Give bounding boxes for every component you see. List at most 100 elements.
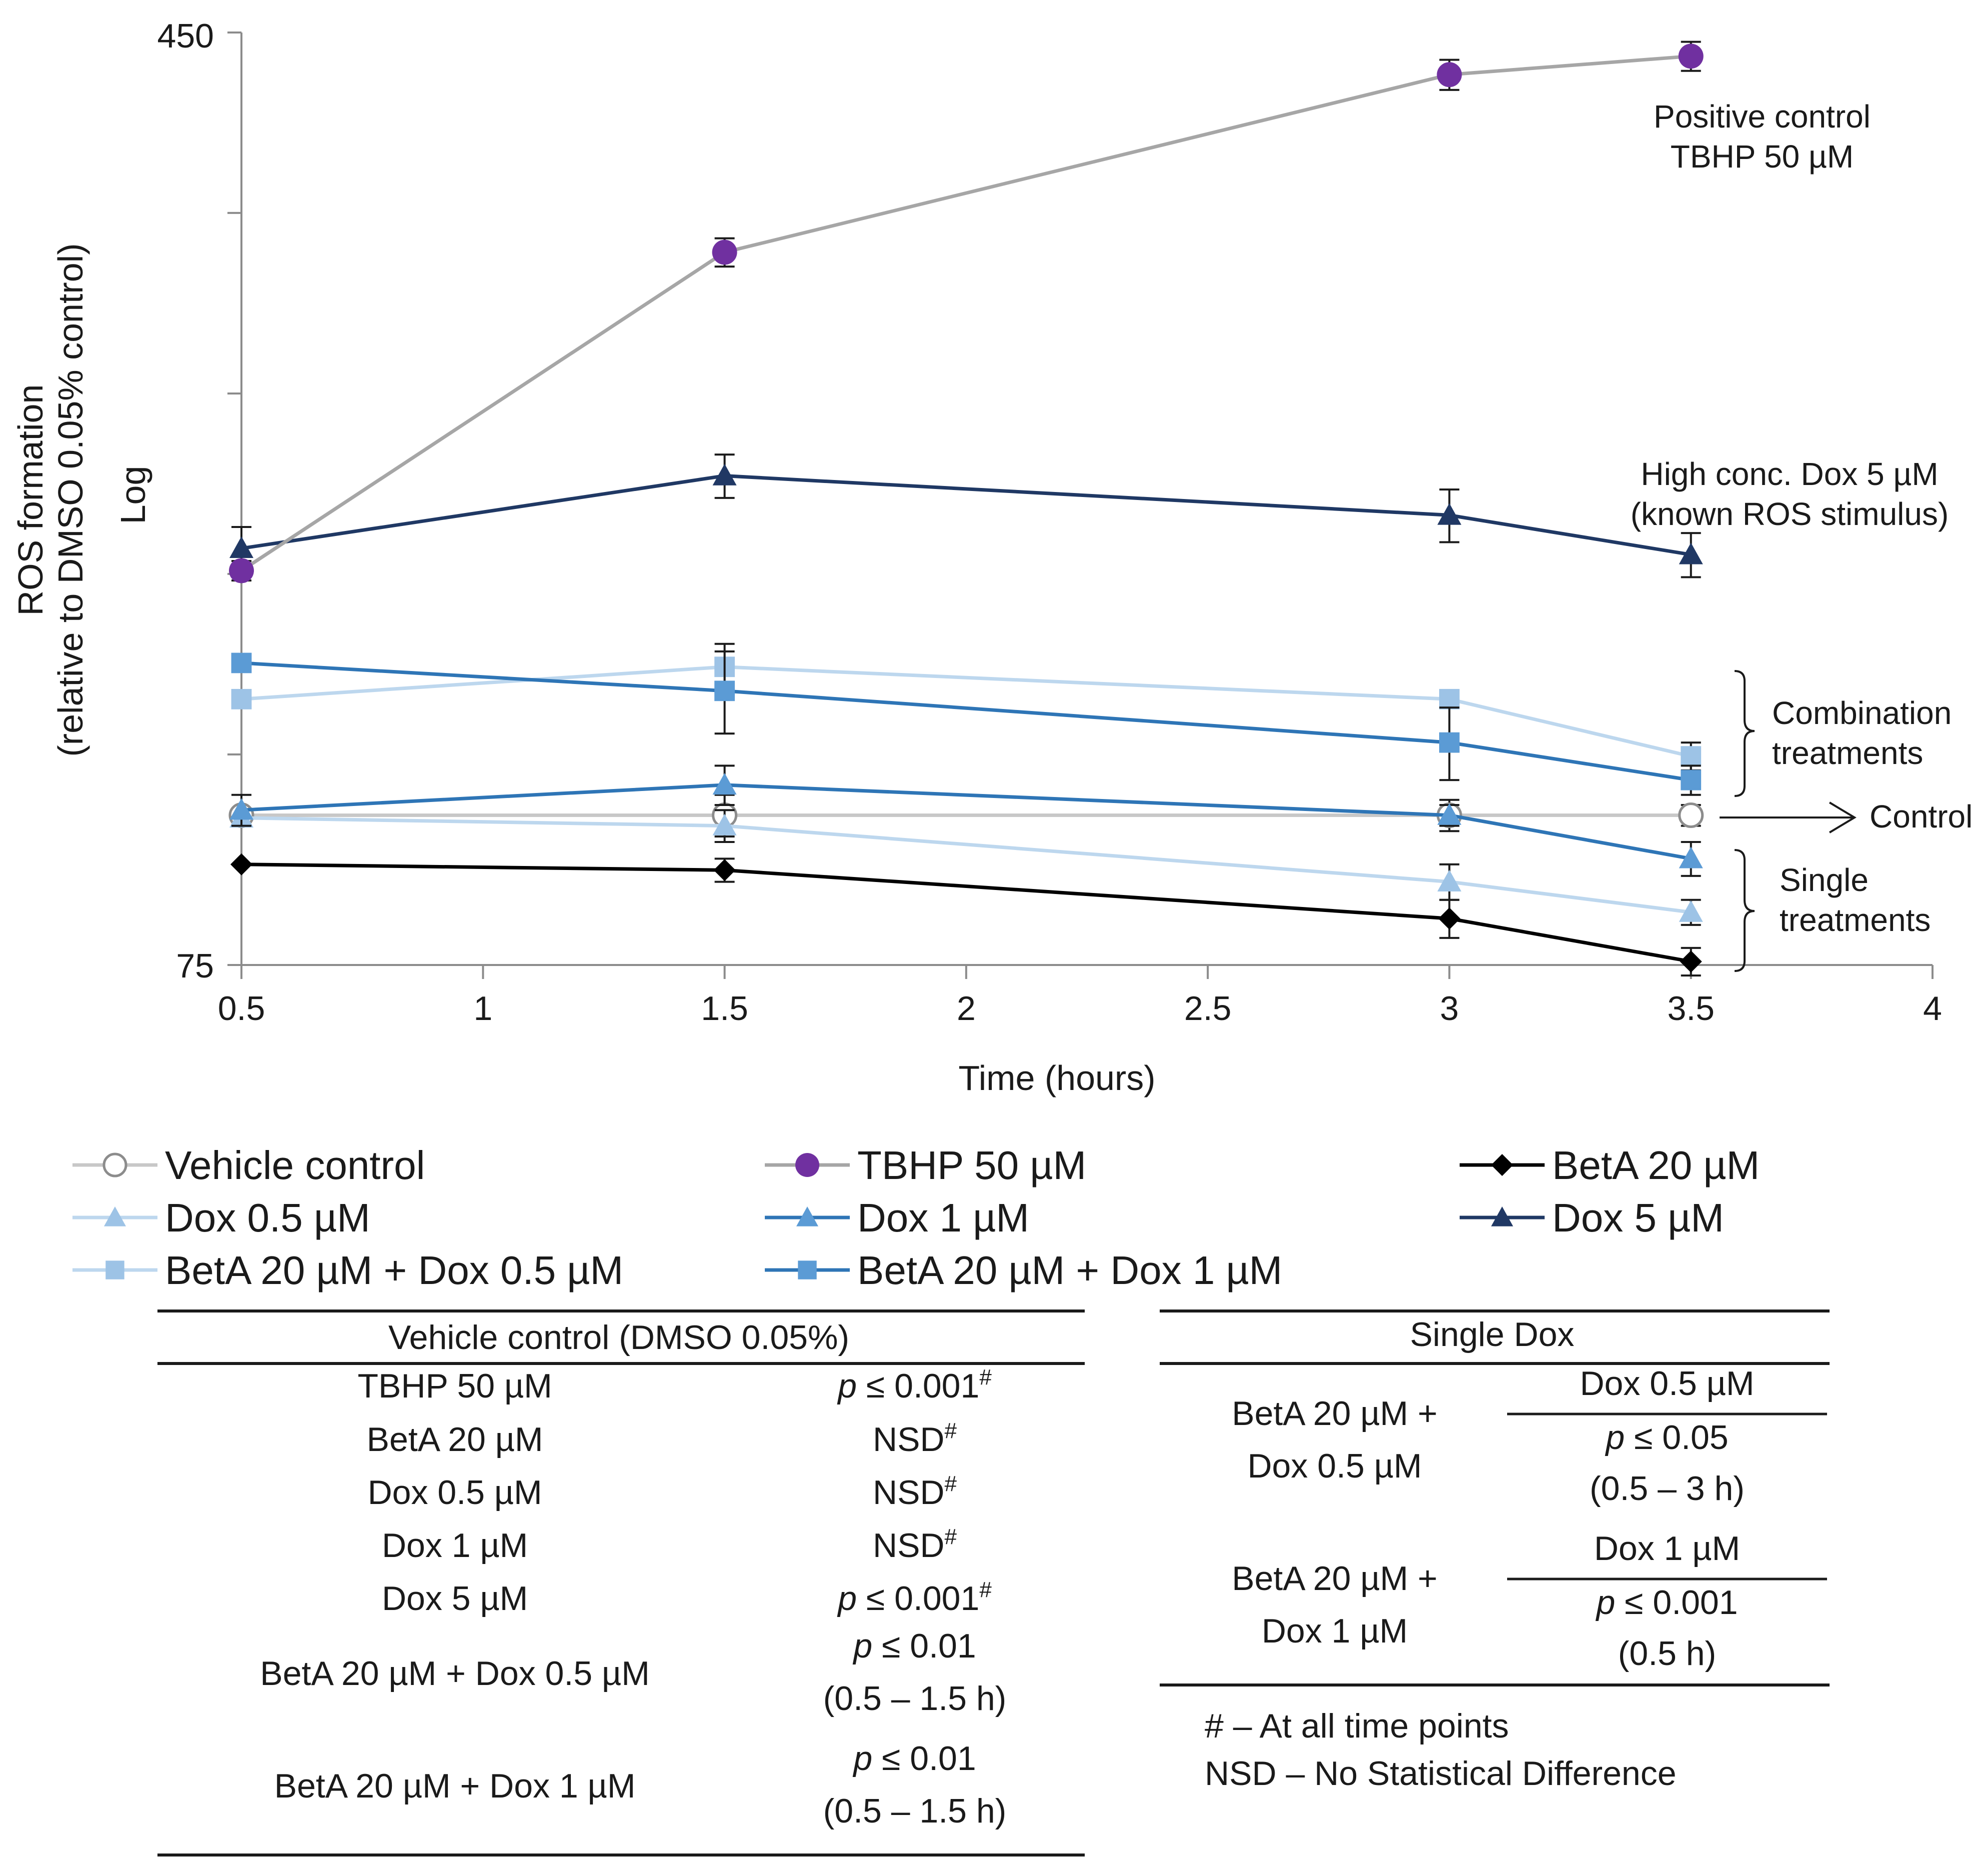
x-tick-label: 0.5 [218, 990, 265, 1028]
legend-item-tbhp: TBHP 50 µM [765, 1143, 1086, 1188]
legend-label: Dox 5 µM [1552, 1196, 1724, 1240]
data-point-combo05 [1439, 688, 1460, 710]
p-symbol: p [1605, 1418, 1625, 1456]
table-note: NSD – No Statistical Difference [1205, 1754, 1677, 1792]
data-point-dox05 [1679, 900, 1703, 922]
table-right-block: BetA 20 µM + Dox 0.5 µM Dox 0.5 µM p ≤ 0.05… [1232, 1364, 1827, 1508]
series-line-beta [241, 862, 1692, 964]
table-note: # – At all time points [1205, 1707, 1509, 1745]
data-point-dox1 [712, 772, 737, 795]
table-right-range: (0.5 h) [1618, 1634, 1717, 1672]
table-left-header: Vehicle control (DMSO 0.05%) [388, 1318, 849, 1356]
legend-marker [795, 1153, 819, 1177]
legend-marker [1491, 1154, 1513, 1176]
p-value: ≤ 0.001 [1615, 1584, 1738, 1622]
series-beta [230, 853, 1702, 977]
p-value: ≤ 0.001 [857, 1580, 979, 1618]
series-line-tbhp [240, 54, 1691, 572]
series-dox5 [229, 454, 1703, 578]
p-value: ≤ 0.01 [872, 1740, 976, 1778]
y-axis-title-line2: (relative to DMSO 0.05% control) [51, 243, 90, 756]
table-right-treatment: Dox 0.5 µM [1247, 1447, 1422, 1485]
table-left-treatment: BetA 20 µM + Dox 1 µM [274, 1767, 636, 1805]
x-tick-label: 1.5 [701, 990, 748, 1028]
x-tick-label: 3.5 [1667, 990, 1715, 1028]
series-layer [228, 40, 1704, 977]
series-tbhp [229, 40, 1704, 584]
legend: Vehicle control TBHP 50 µM BetA 20 µM Dox 0… [72, 1143, 1760, 1292]
legend-item-vehicle: Vehicle control [72, 1143, 425, 1188]
y-axis-title: ROS formation(relative to DMSO 0.05% con… [11, 243, 90, 756]
p-symbol: p [852, 1740, 872, 1778]
legend-label: Vehicle control [165, 1143, 425, 1188]
x-tick-label: 2.5 [1184, 990, 1232, 1028]
annotation-single: Single [1780, 862, 1869, 898]
table-left-treatment: BetA 20 µM + Dox 0.5 µM [260, 1654, 649, 1692]
p-value: ≤ 0.001 [857, 1367, 979, 1405]
y-axis-title-line1: ROS formation [11, 384, 50, 616]
data-point-dox5 [1679, 542, 1703, 564]
data-point-dox5 [1437, 503, 1462, 525]
brace-single [1734, 849, 1755, 972]
p-value: ≤ 0.01 [872, 1627, 976, 1665]
data-point-combo05 [231, 688, 252, 710]
y-tick-label: 75 [176, 947, 214, 985]
data-point-dox05 [1437, 870, 1462, 892]
p-symbol: p [837, 1367, 857, 1405]
table-left-row: Dox 1 µM NSD# [382, 1524, 957, 1564]
data-point-combo1 [1439, 732, 1460, 753]
table-right-treatment: BetA 20 µM + [1232, 1560, 1438, 1598]
p-value: NSD [873, 1474, 945, 1512]
legend-item-combo1: BetA 20 µM + Dox 1 µM [765, 1248, 1282, 1292]
y-tick-label: 450 [157, 17, 214, 55]
y-axis-scale-label: Log [113, 466, 152, 524]
superscript: # [945, 1472, 957, 1496]
table-left-range: (0.5 – 1.5 h) [823, 1792, 1007, 1830]
table-right-treatment: Dox 1 µM [1262, 1612, 1408, 1650]
legend-label: Dox 0.5 µM [165, 1196, 370, 1240]
table-left-row: BetA 20 µM NSD# [367, 1418, 957, 1458]
legend-item-combo05: BetA 20 µM + Dox 0.5 µM [72, 1248, 623, 1292]
table-left-row: BetA 20 µM + Dox 1 µM p ≤ 0.01 (0.5 – 1.5 … [274, 1740, 1007, 1830]
superscript: # [945, 1418, 957, 1443]
data-point-dox1 [1679, 846, 1703, 868]
table-left-treatment: BetA 20 µM [367, 1420, 543, 1458]
table-left-pvalue: p ≤ 0.001# [837, 1365, 992, 1405]
series-vehicle [228, 794, 1704, 838]
legend-marker [798, 1260, 817, 1280]
table-right-pvalue: p ≤ 0.05 [1605, 1418, 1728, 1456]
legend-item-dox05: Dox 0.5 µM [72, 1196, 370, 1240]
data-point-dox5 [229, 536, 253, 558]
table-left-pvalue: NSD# [873, 1524, 957, 1564]
annotation-combination: Combination [1772, 695, 1952, 731]
superscript: # [945, 1524, 957, 1549]
chart: 0.5 1 1.5 2 2.5 3 3.5 4 450 75 Time (hours) ROS for… [11, 17, 1973, 1098]
series-combo1 [231, 650, 1702, 796]
annotation-high-dox: (known ROS stimulus) [1631, 496, 1949, 532]
table-left-treatment: Dox 5 µM [382, 1580, 528, 1618]
legend-label: BetA 20 µM + Dox 0.5 µM [165, 1248, 623, 1292]
table-right-block: BetA 20 µM + Dox 1 µM Dox 1 µM p ≤ 0.001 (0.… [1232, 1530, 1827, 1672]
data-point-combo05 [1681, 746, 1702, 766]
table-right-header: Single Dox [1410, 1316, 1575, 1354]
series-line-dox1 [241, 783, 1692, 860]
table-left-treatment: Dox 0.5 µM [367, 1474, 542, 1512]
legend-item-dox5: Dox 5 µM [1460, 1196, 1724, 1240]
p-symbol: p [837, 1580, 857, 1618]
data-point-combo1 [231, 652, 252, 674]
table-right-compare: Dox 0.5 µM [1580, 1364, 1754, 1402]
series-line-combo05 [241, 665, 1692, 758]
data-point-beta [713, 859, 736, 882]
series-dox05 [229, 806, 1703, 926]
series-line-dox05 [241, 816, 1692, 914]
table-left-row: BetA 20 µM + Dox 0.5 µM p ≤ 0.01 (0.5 – 1.… [260, 1627, 1006, 1718]
table-left-pvalue: p ≤ 0.01 [852, 1740, 976, 1778]
annotation-positive-control: TBHP 50 µM [1671, 138, 1854, 174]
x-tick-label: 2 [957, 990, 976, 1028]
table-right-compare: Dox 1 µM [1594, 1530, 1740, 1568]
table-left-row: Dox 5 µM p ≤ 0.001# [382, 1578, 992, 1618]
legend-label: BetA 20 µM [1552, 1143, 1760, 1188]
legend-marker [102, 1152, 127, 1178]
x-tick-label: 3 [1440, 990, 1459, 1028]
data-point-tbhp [712, 240, 737, 265]
